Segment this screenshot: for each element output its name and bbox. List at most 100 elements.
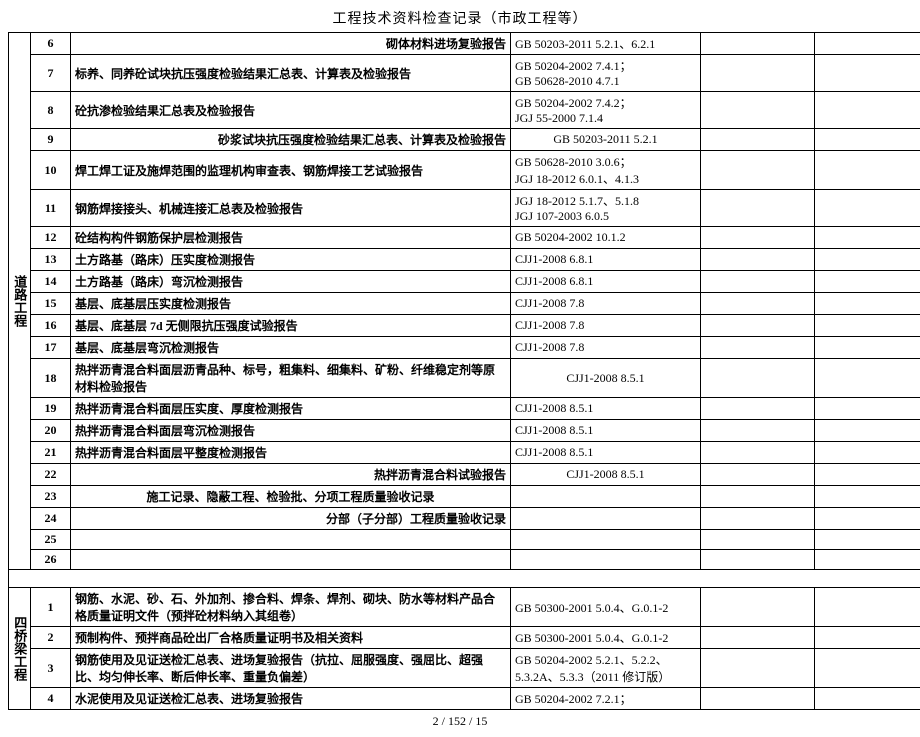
row-standard: CJJ1-2008 8.5.1 [511,398,701,420]
inspection-table: 道路工程6砌体材料进场复验报告GB 50203-2011 5.2.1、6.2.1… [8,32,920,710]
row-blank-1 [701,420,815,442]
row-description: 基层、底基层压实度检测报告 [71,293,511,315]
row-blank-1 [701,398,815,420]
row-number: 11 [31,190,71,227]
spacer-row [9,570,920,588]
row-blank-1 [701,337,815,359]
table-row: 道路工程6砌体材料进场复验报告GB 50203-2011 5.2.1、6.2.1 [9,33,920,55]
row-blank-2 [815,190,920,227]
row-blank-1 [701,190,815,227]
row-number: 14 [31,271,71,293]
table-row: 9砂浆试块抗压强度检验结果汇总表、计算表及检验报告GB 50203-2011 5… [9,129,920,151]
row-number: 6 [31,33,71,55]
row-blank-1 [701,442,815,464]
row-standard: CJJ1-2008 8.5.1 [511,420,701,442]
row-standard: CJJ1-2008 7.8 [511,315,701,337]
row-description: 钢筋焊接接头、机械连接汇总表及检验报告 [71,190,511,227]
page-title: 工程技术资料检查记录（市政工程等） [8,8,912,28]
row-standard: GB 50204-2002 5.2.1、5.2.2、5.3.2A、5.3.3（2… [511,649,701,688]
row-standard: CJJ1-2008 8.5.1 [511,442,701,464]
row-number: 9 [31,129,71,151]
row-blank-2 [815,486,920,508]
row-blank-2 [815,337,920,359]
row-standard: GB 50204-2002 7.4.1；GB 50628-2010 4.7.1 [511,55,701,92]
row-number: 19 [31,398,71,420]
row-number: 2 [31,627,71,649]
table-row: 24分部（子分部）工程质量验收记录 [9,508,920,530]
table-row: 16基层、底基层 7d 无侧限抗压强度试验报告CJJ1-2008 7.8 [9,315,920,337]
row-blank-2 [815,227,920,249]
table-row: 20热拌沥青混合料面层弯沉检测报告CJJ1-2008 8.5.1 [9,420,920,442]
row-blank-1 [701,151,815,190]
row-number: 4 [31,688,71,710]
row-standard: GB 50300-2001 5.0.4、G.0.1-2 [511,588,701,627]
table-row: 15基层、底基层压实度检测报告CJJ1-2008 7.8 [9,293,920,315]
row-standard: CJJ1-2008 6.8.1 [511,249,701,271]
row-number: 10 [31,151,71,190]
table-row: 22热拌沥青混合料试验报告CJJ1-2008 8.5.1 [9,464,920,486]
row-number: 24 [31,508,71,530]
row-blank-2 [815,530,920,550]
row-number: 20 [31,420,71,442]
row-description: 分部（子分部）工程质量验收记录 [71,508,511,530]
row-description: 土方路基（路床）弯沉检测报告 [71,271,511,293]
row-standard: GB 50203-2011 5.2.1、6.2.1 [511,33,701,55]
table-row: 18热拌沥青混合料面层沥青品种、标号，粗集料、细集料、矿粉、纤维稳定剂等原材料检… [9,359,920,398]
row-description: 水泥使用及见证送检汇总表、进场复验报告 [71,688,511,710]
row-blank-1 [701,688,815,710]
row-description: 砼结构构件钢筋保护层检测报告 [71,227,511,249]
row-description: 预制构件、预拌商品砼出厂合格质量证明书及相关资料 [71,627,511,649]
row-blank-1 [701,627,815,649]
row-number: 13 [31,249,71,271]
row-description [71,550,511,570]
row-number: 15 [31,293,71,315]
row-standard: CJJ1-2008 6.8.1 [511,271,701,293]
page-number: 2 / 152 / 15 [8,714,912,729]
row-number: 22 [31,464,71,486]
row-blank-2 [815,649,920,688]
row-description: 热拌沥青混合料面层平整度检测报告 [71,442,511,464]
table-row: 10焊工焊工证及施焊范围的监理机构审查表、钢筋焊接工艺试验报告GB 50628-… [9,151,920,190]
row-blank-2 [815,151,920,190]
row-standard: GB 50300-2001 5.0.4、G.0.1-2 [511,627,701,649]
table-row: 13土方路基（路床）压实度检测报告CJJ1-2008 6.8.1 [9,249,920,271]
row-blank-2 [815,33,920,55]
table-row: 19热拌沥青混合料面层压实度、厚度检测报告CJJ1-2008 8.5.1 [9,398,920,420]
row-standard: JGJ 18-2012 5.1.7、5.1.8JGJ 107-2003 6.0.… [511,190,701,227]
row-blank-2 [815,442,920,464]
table-row: 21热拌沥青混合料面层平整度检测报告CJJ1-2008 8.5.1 [9,442,920,464]
row-standard: GB 50204-2002 10.1.2 [511,227,701,249]
table-row: 3钢筋使用及见证送检汇总表、进场复验报告（抗拉、屈服强度、强屈比、超强比、均匀伸… [9,649,920,688]
row-blank-1 [701,550,815,570]
row-description: 砂浆试块抗压强度检验结果汇总表、计算表及检验报告 [71,129,511,151]
table-row: 4水泥使用及见证送检汇总表、进场复验报告GB 50204-2002 7.2.1； [9,688,920,710]
row-description: 热拌沥青混合料面层沥青品种、标号，粗集料、细集料、矿粉、纤维稳定剂等原材料检验报… [71,359,511,398]
row-standard [511,530,701,550]
row-blank-1 [701,33,815,55]
table-row: 14土方路基（路床）弯沉检测报告CJJ1-2008 6.8.1 [9,271,920,293]
row-blank-2 [815,550,920,570]
row-blank-2 [815,92,920,129]
row-blank-1 [701,249,815,271]
row-blank-1 [701,486,815,508]
row-blank-2 [815,271,920,293]
row-standard: GB 50204-2002 7.2.1； [511,688,701,710]
row-standard: CJJ1-2008 8.5.1 [511,359,701,398]
row-number: 17 [31,337,71,359]
row-description: 标养、同养砼试块抗压强度检验结果汇总表、计算表及检验报告 [71,55,511,92]
row-blank-1 [701,92,815,129]
row-description: 砌体材料进场复验报告 [71,33,511,55]
row-number: 23 [31,486,71,508]
row-description: 基层、底基层弯沉检测报告 [71,337,511,359]
section-road: 道路工程 [9,33,31,570]
row-description: 基层、底基层 7d 无侧限抗压强度试验报告 [71,315,511,337]
row-description: 钢筋、水泥、砂、石、外加剂、掺合料、焊条、焊剂、砌块、防水等材料产品合格质量证明… [71,588,511,627]
row-number: 16 [31,315,71,337]
row-standard: CJJ1-2008 7.8 [511,293,701,315]
row-description: 钢筋使用及见证送检汇总表、进场复验报告（抗拉、屈服强度、强屈比、超强比、均匀伸长… [71,649,511,688]
row-standard: CJJ1-2008 7.8 [511,337,701,359]
row-blank-1 [701,588,815,627]
row-blank-2 [815,293,920,315]
row-number: 1 [31,588,71,627]
row-blank-2 [815,55,920,92]
